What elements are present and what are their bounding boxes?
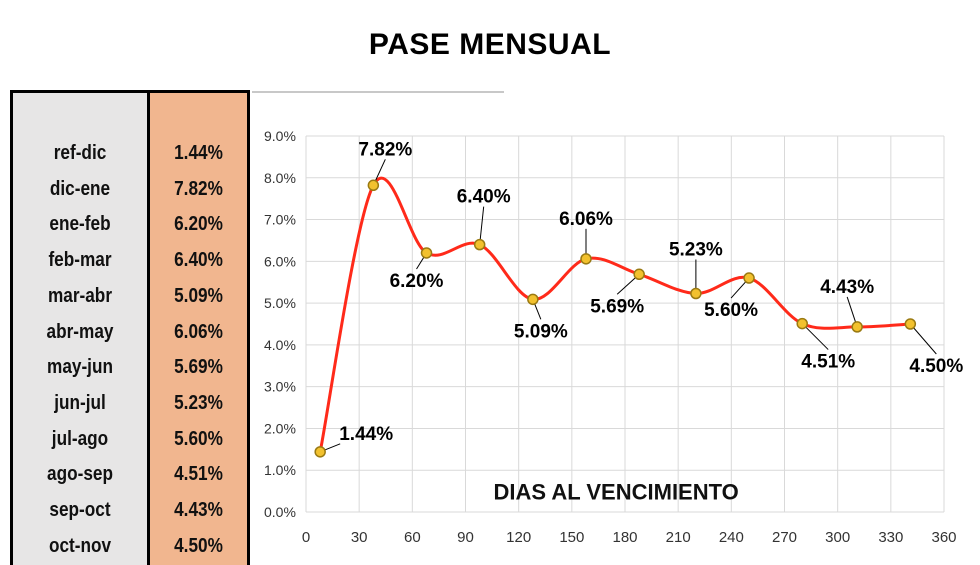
x-tick-label: 90	[457, 529, 474, 546]
x-tick-label: 150	[559, 529, 584, 546]
data-point	[633, 268, 645, 281]
x-tick-label: 0	[302, 529, 310, 546]
data-point	[580, 253, 592, 265]
table-row-value: 6.40%	[174, 249, 223, 272]
x-tick-label: 240	[719, 529, 744, 546]
data-point	[851, 321, 863, 333]
y-tick-label: 5.0%	[264, 295, 296, 311]
data-label: 6.06%	[559, 209, 613, 230]
table-row-label: ref-dic	[53, 142, 107, 164]
table-row-label: sep-oct	[49, 499, 111, 521]
chart-title: PASE MENSUAL	[368, 28, 612, 61]
table-row-label: ago-sep	[47, 463, 113, 486]
table-row-label: dic-ene	[49, 177, 111, 200]
data-label: 1.44%	[339, 424, 393, 445]
y-tick-label: 7.0%	[264, 212, 296, 228]
table-row-value: 6.06%	[174, 320, 223, 343]
data-point	[527, 293, 539, 306]
table-row-label: ene-feb	[49, 213, 111, 236]
x-tick-label: 120	[506, 529, 531, 546]
table-row-value: 5.09%	[174, 284, 223, 307]
x-tick-label: 300	[825, 529, 850, 546]
data-label: 6.20%	[390, 271, 444, 292]
table-row-label: feb-mar	[48, 249, 112, 272]
data-label: 5.69%	[590, 296, 644, 317]
table-row-value: 4.43%	[174, 499, 223, 521]
data-point	[796, 317, 808, 330]
pase-table: ref-dic 1.44% dic-ene 7.82% ene-feb 6.20% feb-…	[10, 90, 250, 565]
data-label: 5.23%	[669, 240, 723, 261]
table-row-value: 6.20%	[174, 213, 223, 236]
data-label: 7.82%	[358, 139, 412, 160]
data-point	[690, 287, 702, 300]
x-tick-label: 330	[878, 529, 903, 546]
table-row-label: oct-nov	[48, 534, 112, 557]
x-tick-label: 60	[404, 529, 421, 546]
period-column	[13, 93, 150, 565]
y-tick-label: 9.0%	[264, 128, 296, 144]
data-point	[314, 446, 326, 458]
table-row-value: 5.23%	[174, 391, 223, 414]
table-row-label: jun-jul	[54, 391, 106, 414]
data-label: 5.60%	[704, 300, 758, 321]
data-point	[473, 238, 486, 251]
data-label: 4.43%	[820, 277, 874, 298]
data-point	[904, 318, 917, 330]
data-point	[420, 247, 433, 259]
rate-column	[150, 93, 247, 565]
y-tick-label: 0.0%	[264, 504, 296, 520]
x-tick-label: 360	[931, 529, 956, 546]
table-row-value: 4.51%	[174, 463, 223, 486]
y-tick-label: 1.0%	[264, 462, 296, 478]
y-tick-label: 6.0%	[264, 253, 296, 269]
y-tick-label: 3.0%	[264, 379, 296, 395]
data-label: 4.50%	[909, 356, 963, 377]
table-row-value: 5.60%	[174, 427, 223, 450]
data-label-leader	[479, 206, 485, 245]
data-point	[367, 179, 380, 192]
table-row-label: jul-ago	[51, 427, 109, 450]
table-row-value: 7.82%	[174, 177, 223, 200]
x-tick-label: 270	[772, 529, 797, 546]
data-label: 6.40%	[457, 187, 511, 208]
table-row-value: 4.50%	[174, 534, 223, 557]
line-chart: 0 30 60 90 120 150 180 210 240 270 300 330 360 0.0% 1.…	[252, 91, 963, 546]
table-row-label: mar-abr	[47, 284, 113, 307]
data-point	[743, 272, 755, 284]
x-axis-title: DIAS AL VENCIMIENTO	[493, 479, 738, 504]
data-label-leader	[909, 323, 937, 355]
y-tick-label: 4.0%	[264, 337, 296, 353]
table-row-value: 5.69%	[174, 356, 223, 379]
x-tick-label: 30	[351, 529, 368, 546]
table-row-value: 1.44%	[174, 142, 223, 164]
x-tick-label: 210	[666, 529, 691, 546]
data-label: 4.51%	[801, 352, 855, 373]
table-row-label: abr-may	[46, 320, 114, 343]
table-row-label: may-jun	[47, 356, 113, 379]
data-label: 5.09%	[514, 321, 568, 342]
y-tick-label: 2.0%	[264, 420, 296, 436]
x-tick-label: 180	[612, 529, 637, 546]
data-label-leader	[801, 323, 829, 350]
y-tick-label: 8.0%	[264, 170, 296, 186]
